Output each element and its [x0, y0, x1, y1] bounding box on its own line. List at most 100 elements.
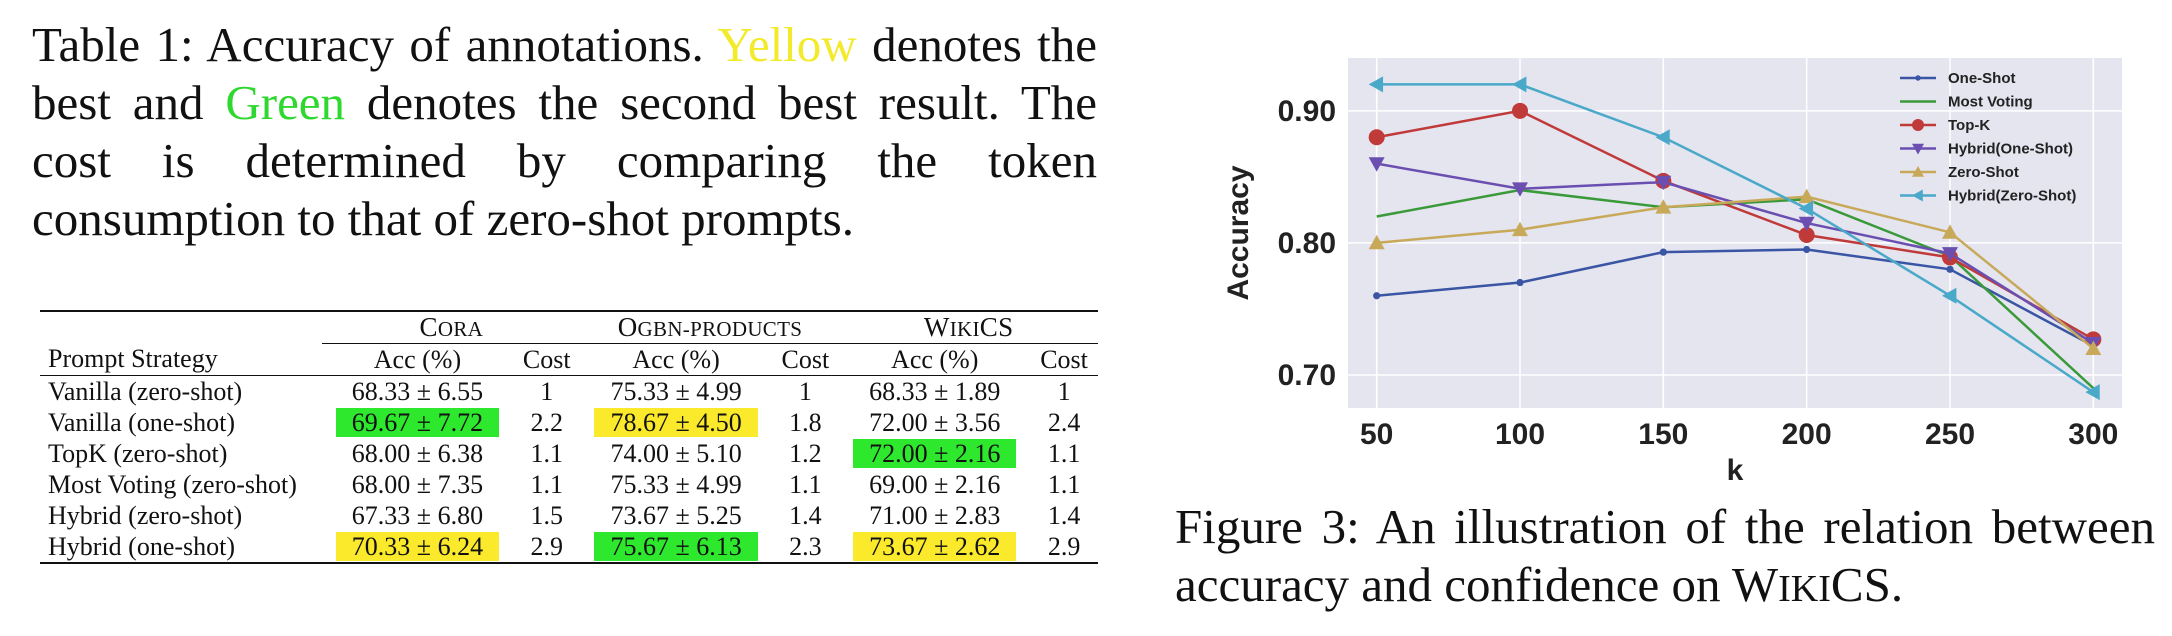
cost-cell: 1.4 — [1047, 500, 1081, 530]
legend-marker — [1912, 189, 1923, 202]
acc-value: 75.67 ± 6.13 — [594, 531, 758, 561]
col-header-strategy: Prompt Strategy — [40, 343, 323, 376]
acc-cell: 69.67 ± 7.72 — [322, 407, 513, 438]
dataset-name-2: WIKICS — [923, 312, 1014, 342]
figure-caption-prefix: Figure 3: An illustration of the relatio… — [1175, 499, 2155, 612]
cost-cell: 1 — [1057, 376, 1071, 406]
cost-cell: 1.2 — [789, 438, 822, 468]
acc-cell: 73.67 ± 5.25 — [581, 500, 772, 531]
table-row: Vanilla (zero-shot) 68.33 ± 6.55 1 75.33 ± … — [40, 376, 1098, 408]
data-point — [1368, 157, 1385, 172]
table-caption-mid1: denotes the best and — [32, 17, 1098, 130]
row-strategy: Vanilla (one-shot) — [48, 407, 236, 437]
series-line-5 — [1376, 83, 2095, 394]
col-header-acc: Acc (%) — [839, 343, 1031, 376]
acc-cell: 67.33 ± 6.80 — [322, 500, 513, 531]
legend-label: Hybrid(Zero-Shot) — [1948, 188, 2076, 205]
row-strategy: Vanilla (zero-shot) — [48, 376, 243, 406]
data-point — [1942, 224, 1958, 239]
dataset-name-1: OGBN-PRODUCTS — [617, 312, 803, 342]
acc-cell: 74.00 ± 5.10 — [581, 438, 772, 469]
accuracy-table: CORA OGBN-PRODUCTS WIKICS Prompt Strategy Ac… — [40, 310, 1098, 564]
yellow-word: Yellow — [717, 17, 857, 72]
column-header-row: Prompt Strategy Acc (%) Cost Acc (%) Cost Acc… — [40, 343, 1098, 376]
legend-label: Hybrid(One-Shot) — [1948, 141, 2073, 158]
data-point — [1368, 234, 1385, 250]
data-point — [2085, 384, 2100, 401]
table-caption-prefix: Table 1: Accuracy of annotations. — [32, 17, 704, 72]
acc-cell: 70.33 ± 6.24 — [322, 531, 513, 564]
acc-value: 68.33 ± 6.55 — [351, 376, 484, 406]
cost-cell: 1.5 — [530, 500, 564, 530]
table-row: Most Voting (zero-shot) 68.00 ± 7.35 1.1 75… — [40, 469, 1098, 500]
acc-cell: 68.00 ± 7.35 — [322, 469, 513, 500]
acc-cell: 75.33 ± 4.99 — [581, 469, 772, 500]
row-strategy: TopK (zero-shot) — [48, 438, 228, 468]
acc-value: 75.33 ± 4.99 — [610, 469, 742, 499]
cost-cell: 2.9 — [512, 531, 581, 564]
legend-marker — [1915, 75, 1921, 81]
legend-label: Zero-Shot — [1948, 164, 2019, 181]
cost-cell: 1.1 — [1047, 469, 1081, 499]
row-strategy: Hybrid (zero-shot) — [48, 500, 243, 530]
acc-value: 74.00 ± 5.10 — [610, 438, 742, 468]
figure-caption-suffix: . — [1890, 557, 1904, 612]
acc-cell: 71.00 ± 2.83 — [839, 500, 1030, 531]
acc-cell: 73.67 ± 2.62 — [839, 531, 1031, 564]
acc-cell: 78.67 ± 4.50 — [581, 407, 772, 438]
acc-cell: 72.00 ± 2.16 — [839, 438, 1030, 469]
acc-value: 68.00 ± 7.35 — [351, 469, 484, 499]
y-tick-label: 0.90 — [1278, 95, 1336, 128]
data-point — [1942, 287, 1957, 304]
data-point — [1512, 102, 1528, 119]
col-header-cost: Cost — [1030, 343, 1098, 376]
data-point — [1512, 221, 1528, 237]
data-point — [1368, 129, 1385, 146]
acc-value: 67.33 ± 6.80 — [351, 500, 484, 530]
acc-cell: 75.67 ± 6.13 — [580, 531, 772, 564]
x-tick-label: 150 — [1638, 418, 1688, 451]
cost-cell: 1 — [540, 376, 554, 406]
x-tick-label: 250 — [1925, 418, 1975, 451]
data-point — [1659, 248, 1667, 256]
header-spacer — [40, 310, 323, 344]
data-point — [1655, 129, 1670, 146]
data-point — [1655, 175, 1672, 191]
acc-value: 69.00 ± 2.16 — [869, 469, 1001, 499]
data-point — [1798, 188, 1815, 204]
data-point — [1655, 199, 1672, 214]
y-tick-label: 0.70 — [1278, 359, 1336, 392]
legend-marker — [1912, 119, 1924, 131]
col-header-cost: Cost — [771, 343, 840, 376]
cost-cell: 1.1 — [530, 469, 564, 499]
x-tick-label: 200 — [1782, 418, 1832, 451]
acc-value: 68.00 ± 6.38 — [351, 438, 484, 468]
data-point — [1798, 226, 1815, 243]
data-point — [1373, 292, 1381, 300]
col-header-acc: Acc (%) — [580, 343, 772, 376]
cost-cell: 1.1 — [530, 438, 564, 468]
col-header-cost: Cost — [512, 343, 581, 376]
data-point — [1512, 76, 1527, 93]
cost-cell: 1.8 — [789, 407, 822, 437]
data-point — [1512, 182, 1528, 197]
acc-cell: 68.00 ± 6.38 — [322, 438, 513, 469]
data-point — [2085, 340, 2102, 355]
row-strategy: Most Voting (zero-shot) — [48, 469, 297, 499]
acc-value: 73.67 ± 2.62 — [853, 531, 1017, 561]
cost-cell: 1.4 — [789, 500, 822, 530]
acc-cell: 75.33 ± 4.99 — [581, 376, 772, 408]
acc-value: 71.00 ± 2.83 — [869, 500, 1001, 530]
y-tick-label: 0.80 — [1278, 227, 1336, 260]
legend-label: Top-K — [1948, 117, 1990, 134]
cost-cell: 2.3 — [771, 531, 840, 564]
data-point — [1368, 76, 1384, 93]
col-header-acc: Acc (%) — [322, 343, 513, 376]
acc-cell: 72.00 ± 3.56 — [839, 407, 1030, 438]
legend-marker — [1912, 143, 1924, 155]
data-point — [1803, 245, 1811, 254]
dataset-header-row: CORA OGBN-PRODUCTS WIKICS — [40, 310, 1098, 344]
green-word: Green — [225, 75, 346, 130]
acc-value: 75.33 ± 4.99 — [610, 376, 742, 406]
acc-value: 78.67 ± 4.50 — [594, 407, 758, 437]
